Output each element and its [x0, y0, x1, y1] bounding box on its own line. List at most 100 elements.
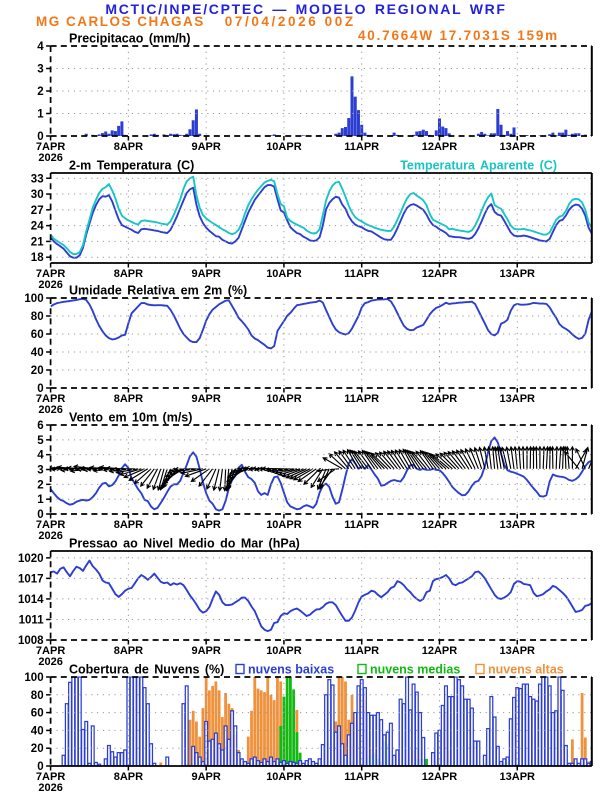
cloud-bar	[292, 689, 296, 766]
cloud-bar	[327, 679, 332, 767]
cloud-bar	[197, 756, 202, 767]
cloud-bar	[456, 679, 461, 767]
wind-arrow	[111, 466, 135, 472]
legend-label: nuvens altas	[488, 663, 564, 677]
x-day-label: 12APR	[422, 519, 458, 531]
cloud-bar	[573, 758, 578, 767]
wind-arrow	[217, 468, 223, 492]
wind-arrow	[383, 450, 398, 470]
wind-arrow	[115, 468, 139, 475]
x-day-label: 7APR	[36, 519, 65, 531]
series-line-Pressao-ao-Nivel-Medio-do-Mar-(hPa)	[50, 559, 592, 633]
wind-arrow	[394, 449, 408, 470]
precip-bar	[493, 133, 497, 136]
panel-series-area	[84, 76, 592, 136]
cloud-bar	[61, 754, 66, 767]
precip-bar	[512, 127, 516, 136]
x-day-label: 13APR	[500, 268, 536, 280]
cloud-bar	[213, 732, 218, 767]
cloud-bar	[233, 725, 238, 767]
cloud-bar	[165, 756, 170, 767]
cloud-bar	[184, 685, 189, 767]
x-day-label: 7APR	[36, 771, 65, 783]
wind-arrow	[292, 468, 314, 481]
cloud-bar	[521, 683, 526, 767]
wind-arrow	[390, 449, 405, 470]
cloud-bar	[344, 681, 347, 766]
series-line-2-m-Temperatura-(C)	[50, 184, 592, 259]
wind-arrow	[533, 445, 539, 469]
cloud-bar	[511, 696, 517, 767]
wind-arrow	[591, 467, 592, 469]
cloud-bar	[220, 717, 224, 766]
cloud-bar	[544, 676, 549, 767]
wind-arrow	[322, 457, 343, 470]
cloud-bar	[508, 718, 513, 767]
cloud-bar	[476, 740, 481, 767]
cloud-bar	[252, 756, 257, 767]
cloud-bar	[317, 758, 322, 767]
y-tick-label: 18	[31, 252, 44, 264]
x-day-label: 9APR	[191, 393, 220, 405]
cloud-bar	[227, 703, 231, 766]
cloud-bar	[71, 676, 76, 767]
cloud-bar	[495, 745, 500, 767]
precip-bar	[100, 133, 104, 136]
wind-arrow	[435, 453, 453, 470]
wind-arrow	[146, 468, 159, 490]
cloud-bar	[434, 732, 439, 767]
cloud-bar	[362, 687, 367, 767]
panel-series-area	[61, 676, 592, 767]
cloud-bar	[375, 711, 380, 767]
precip-bar	[489, 133, 493, 136]
wind-arrow	[133, 468, 152, 485]
cloud-bar	[285, 677, 289, 766]
cloud-bar	[307, 758, 312, 767]
wind-arrow	[451, 450, 466, 470]
cloud-bar	[486, 727, 491, 767]
model-title: MCTIC/INPE/CPTEC — MODELO REGIONAL WRF	[105, 1, 507, 17]
legend-label: nuvens baixas	[248, 663, 334, 677]
cloud-bar	[447, 695, 452, 767]
precip-bar	[353, 96, 357, 136]
cloud-bar	[346, 734, 351, 767]
panel-title-pres: Pressao ao Nivel Medio do Mar (hPa)	[69, 537, 300, 551]
cloud-bar	[356, 685, 361, 767]
cloud-bar	[149, 743, 154, 767]
cloud-bar	[119, 752, 124, 767]
wind-arrow	[277, 468, 301, 477]
wind-arrow	[357, 450, 372, 470]
cloud-bar	[207, 740, 212, 767]
y-tick-label: 27	[31, 205, 44, 217]
cloud-bar	[211, 685, 215, 766]
precip-bar	[525, 135, 529, 136]
y-tick-label: 80	[31, 690, 44, 702]
x-day-label: 8APR	[114, 771, 143, 783]
cloud-bar	[269, 694, 273, 766]
y-tick-label: 80	[31, 311, 44, 323]
wind-arrow	[190, 468, 210, 483]
wind-arrow	[342, 449, 356, 470]
cloud-bar	[74, 676, 79, 767]
cloud-bar	[502, 758, 507, 767]
precip-bar	[360, 124, 364, 136]
precip-bar	[175, 133, 179, 136]
cloud-bar	[369, 714, 374, 767]
wind-arrow	[338, 450, 353, 470]
precip-bar	[149, 134, 153, 136]
precip-bar	[152, 133, 156, 136]
precip-bar	[434, 130, 438, 136]
y-tick-label: 20	[31, 365, 44, 377]
precip-bar	[84, 133, 88, 136]
y-tick-label: 6	[37, 420, 43, 432]
precip-bar	[301, 135, 305, 136]
cloud-bar	[518, 687, 523, 767]
precip-bar	[441, 126, 445, 136]
wind-arrow	[328, 453, 346, 470]
wind-arrow	[473, 446, 483, 469]
legend-swatch	[235, 663, 245, 675]
